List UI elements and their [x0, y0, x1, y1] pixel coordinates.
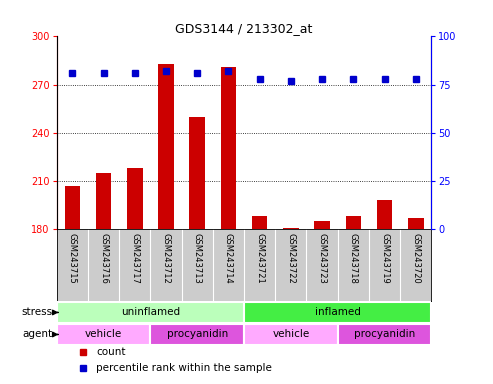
Text: GSM243723: GSM243723: [317, 233, 326, 284]
Bar: [127, 168, 142, 229]
Text: vehicle: vehicle: [85, 329, 122, 339]
Text: GSM243715: GSM243715: [68, 233, 77, 283]
Text: procyanidin: procyanidin: [354, 329, 415, 339]
Text: GSM243717: GSM243717: [130, 233, 139, 284]
Bar: [158, 64, 174, 229]
Text: GSM243719: GSM243719: [380, 233, 389, 283]
Text: percentile rank within the sample: percentile rank within the sample: [96, 363, 272, 373]
Text: GSM243716: GSM243716: [99, 233, 108, 284]
Bar: [315, 221, 330, 229]
Bar: [221, 67, 236, 229]
Bar: [346, 216, 361, 229]
Text: GSM243712: GSM243712: [162, 233, 171, 283]
Text: GSM243721: GSM243721: [255, 233, 264, 283]
Bar: [244, 302, 431, 323]
Text: inflamed: inflamed: [315, 308, 361, 318]
Bar: [57, 302, 244, 323]
Bar: [96, 173, 111, 229]
Bar: [338, 324, 431, 345]
Text: agent: agent: [23, 329, 53, 339]
Text: GSM243713: GSM243713: [193, 233, 202, 284]
Bar: [244, 324, 338, 345]
Text: GSM243720: GSM243720: [411, 233, 420, 283]
Text: vehicle: vehicle: [272, 329, 310, 339]
Bar: [283, 228, 299, 229]
Bar: [408, 218, 423, 229]
Bar: [252, 216, 267, 229]
Text: stress: stress: [22, 308, 53, 318]
Text: count: count: [96, 347, 126, 357]
Bar: [377, 200, 392, 229]
Bar: [65, 186, 80, 229]
Text: procyanidin: procyanidin: [167, 329, 228, 339]
Text: GSM243718: GSM243718: [349, 233, 358, 284]
Text: GSM243722: GSM243722: [286, 233, 295, 283]
Text: uninflamed: uninflamed: [121, 308, 180, 318]
Bar: [150, 324, 244, 345]
Bar: [57, 324, 150, 345]
Bar: [189, 117, 205, 229]
Text: GSM243714: GSM243714: [224, 233, 233, 283]
Title: GDS3144 / 213302_at: GDS3144 / 213302_at: [176, 22, 313, 35]
